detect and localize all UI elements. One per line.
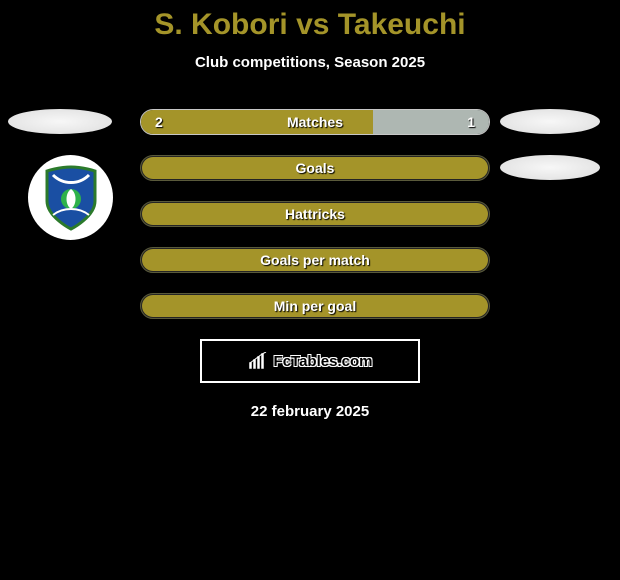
comparison-infographic: S. Kobori vs Takeuchi Club competitions,… [0, 0, 620, 580]
player2-name: Takeuchi [338, 8, 466, 41]
subtitle: Club competitions, Season 2025 [0, 54, 620, 71]
stat-row-mpg: Min per goal [0, 293, 620, 321]
stat-rows: 2 Matches 1 Goals [0, 109, 620, 321]
page-title: S. Kobori vs Takeuchi [0, 0, 620, 42]
bar-matches-value-right: 1 [467, 110, 475, 134]
watermark-text: FcTables.com [274, 353, 373, 370]
bar-matches: 2 Matches 1 [140, 109, 490, 135]
stat-row-matches: 2 Matches 1 [0, 109, 620, 137]
bar-chart-icon [248, 352, 270, 370]
generated-date: 22 february 2025 [0, 403, 620, 420]
bar-matches-label: Matches [141, 110, 489, 134]
bar-mpg: Min per goal [140, 293, 490, 319]
bar-hattricks: Hattricks [140, 201, 490, 227]
player1-photo-placeholder [8, 109, 112, 134]
stat-row-gpm: Goals per match [0, 247, 620, 275]
stat-row-hattricks: Hattricks [0, 201, 620, 229]
bar-goals-label: Goals [141, 156, 489, 180]
watermark: FcTables.com [200, 339, 420, 383]
player2-club-placeholder [500, 155, 600, 180]
bar-goals: Goals [140, 155, 490, 181]
bar-hattricks-label: Hattricks [141, 202, 489, 226]
stat-row-goals: Goals [0, 155, 620, 183]
bar-gpm: Goals per match [140, 247, 490, 273]
player1-name: S. Kobori [154, 8, 287, 41]
player2-photo-placeholder [500, 109, 600, 134]
bar-matches-value-left: 2 [155, 110, 163, 134]
bar-gpm-label: Goals per match [141, 248, 489, 272]
bar-mpg-label: Min per goal [141, 294, 489, 318]
vs-text: vs [296, 8, 329, 41]
